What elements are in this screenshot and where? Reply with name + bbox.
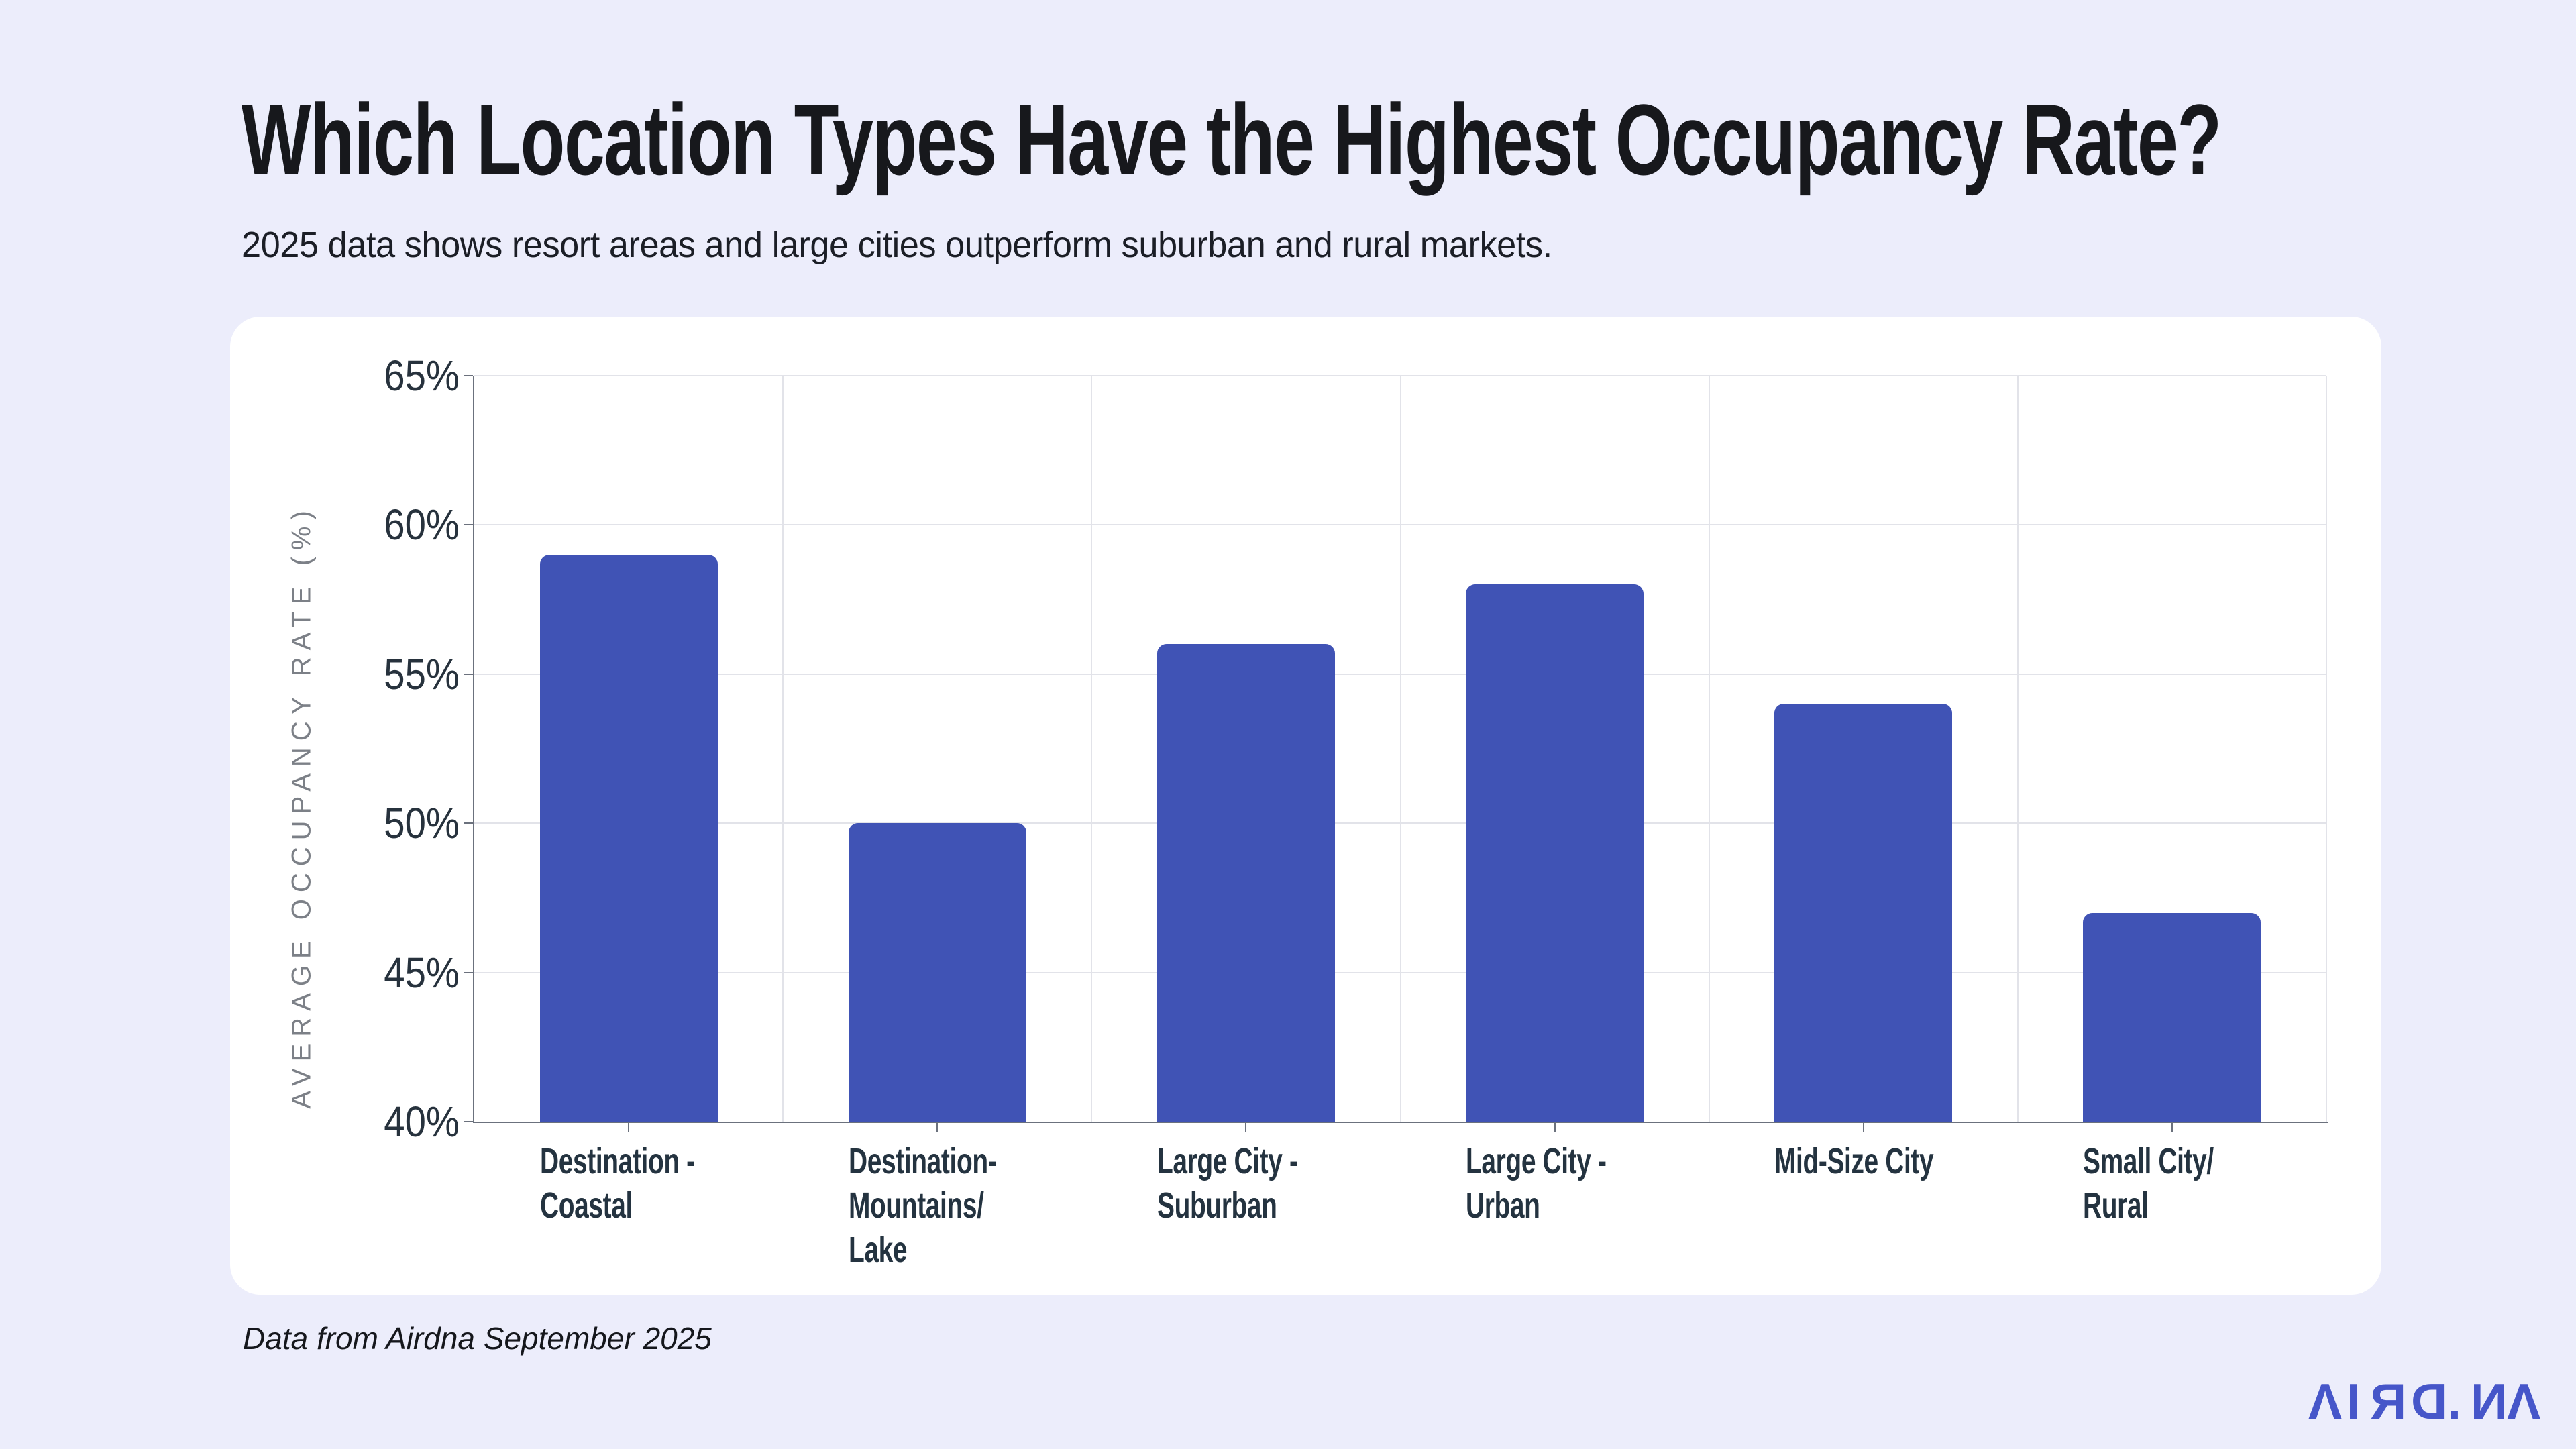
bar-6 xyxy=(2083,912,2261,1122)
y-axis-tick xyxy=(464,971,473,973)
y-tick-label: 40% xyxy=(384,1097,460,1146)
y-axis-tick xyxy=(464,375,473,376)
v-gridline xyxy=(1399,376,1401,1122)
category-label: Destination - Coastal xyxy=(539,1141,695,1226)
category-label: Small City/ Rural xyxy=(2083,1141,2214,1226)
x-axis-tick xyxy=(1554,1123,1556,1132)
category-label: Mid-Size City xyxy=(1774,1141,1934,1181)
y-axis-tick xyxy=(464,1121,473,1122)
bar-1 xyxy=(539,554,718,1122)
y-tick-label: 60% xyxy=(384,500,460,549)
airdna-logo: ΛIRD.NΛ xyxy=(2308,1373,2545,1430)
logo-letter: Λ xyxy=(2308,1373,2347,1430)
source-note: Data from Airdna September 2025 xyxy=(243,1321,712,1356)
logo-letter: D xyxy=(2406,1373,2448,1430)
y-axis-line xyxy=(473,376,474,1122)
y-axis-tick xyxy=(464,524,473,526)
bar-2 xyxy=(848,823,1026,1122)
bar-5 xyxy=(1774,704,1953,1122)
category-label: Destination- Mountains/ Lake xyxy=(848,1141,997,1270)
y-tick-label: 50% xyxy=(384,799,460,848)
category-label: Large City - Suburban xyxy=(1157,1141,1298,1226)
v-gridline xyxy=(2326,376,2327,1122)
y-tick-label: 45% xyxy=(384,948,460,997)
bar-chart-plot-area: 40% 45% 50% 55% 60% 65% Destination - Coastal D… xyxy=(384,352,2328,1270)
page-subtitle: 2025 data shows resort areas and large c… xyxy=(241,225,1552,265)
logo-letter: I xyxy=(2347,1373,2365,1430)
y-tick-label: 65% xyxy=(384,352,460,400)
bar-4 xyxy=(1466,584,1644,1122)
y-tick-label: 55% xyxy=(384,649,460,698)
x-axis-tick xyxy=(936,1123,938,1132)
logo-letter: Λ xyxy=(2507,1373,2546,1430)
x-axis-tick xyxy=(628,1123,630,1132)
x-axis-line xyxy=(473,1122,2328,1123)
v-gridline xyxy=(782,376,784,1122)
y-axis-tick xyxy=(464,822,473,824)
page-title: Which Location Types Have the Highest Oc… xyxy=(241,83,2222,196)
x-axis-tick xyxy=(1862,1123,1864,1132)
logo-letter: R xyxy=(2365,1373,2407,1430)
v-gridline xyxy=(1091,376,1093,1122)
x-axis-tick xyxy=(1245,1123,1247,1132)
chart-card: AVERAGE OCCUPANCY RATE (%) 40% 45% 50% 55% 6… xyxy=(230,317,2381,1295)
bar-3 xyxy=(1157,644,1335,1122)
x-axis-tick xyxy=(2171,1123,2173,1132)
category-label: Large City - Urban xyxy=(1466,1141,1607,1226)
v-gridline xyxy=(2017,376,2019,1122)
logo-letter: . xyxy=(2447,1373,2467,1430)
logo-letter: N xyxy=(2466,1373,2508,1430)
y-axis-tick xyxy=(464,673,473,675)
v-gridline xyxy=(1708,376,1710,1122)
